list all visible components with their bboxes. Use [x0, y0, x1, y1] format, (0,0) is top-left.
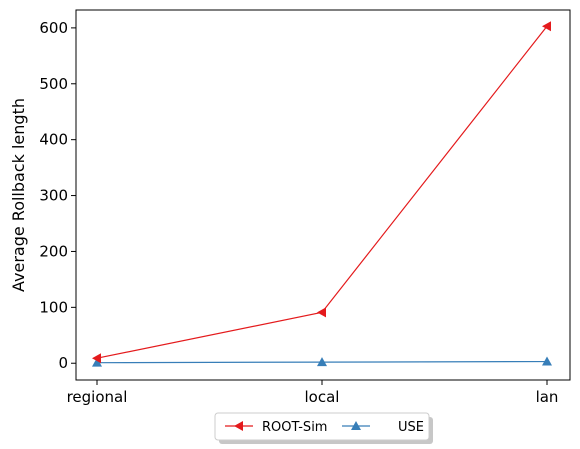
plot-frame: [75, 9, 571, 381]
y-tick-label: 400: [39, 131, 68, 149]
x-tick-label-lan: lan: [536, 388, 559, 406]
legend-label-use: USE: [398, 420, 424, 435]
series-line-root-sim: [96, 25, 548, 359]
series-root-sim: [92, 21, 551, 364]
x-axis-ticks: regional local lan: [67, 380, 559, 406]
data-point-use-lan: [542, 356, 552, 366]
x-tick-label-regional: regional: [67, 388, 128, 406]
data-point-root-sim-local: [317, 307, 326, 318]
data-point-root-sim-regional: [92, 353, 101, 364]
y-axis-label: Average Rollback length: [9, 98, 28, 292]
x-tick-label-local: local: [305, 388, 340, 406]
y-tick-label: 600: [39, 19, 68, 37]
y-tick-label: 100: [39, 298, 68, 316]
y-tick-label: 0: [58, 354, 68, 372]
legend-box: [214, 412, 430, 441]
legend-marker-root-sim: [234, 421, 243, 431]
legend-marker-use: [351, 421, 361, 430]
series-use: [92, 356, 552, 367]
y-tick-label: 300: [39, 187, 68, 205]
data-point-root-sim-lan: [542, 21, 551, 32]
legend: ROOT-Sim USE: [214, 412, 433, 444]
data-point-use-regional: [92, 357, 102, 367]
data-point-use-local: [317, 357, 327, 367]
y-tick-label: 500: [39, 75, 68, 93]
y-tick-label: 200: [39, 242, 68, 260]
legend-label-root-sim: ROOT-Sim: [262, 420, 327, 435]
y-axis-ticks: 0 100 200 300 400 500 600: [39, 19, 76, 372]
series-layer: [92, 21, 552, 367]
